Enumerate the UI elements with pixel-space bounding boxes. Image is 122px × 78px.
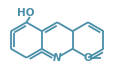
Text: HO: HO bbox=[17, 8, 34, 18]
Text: N: N bbox=[53, 53, 61, 63]
Text: O: O bbox=[84, 53, 92, 63]
